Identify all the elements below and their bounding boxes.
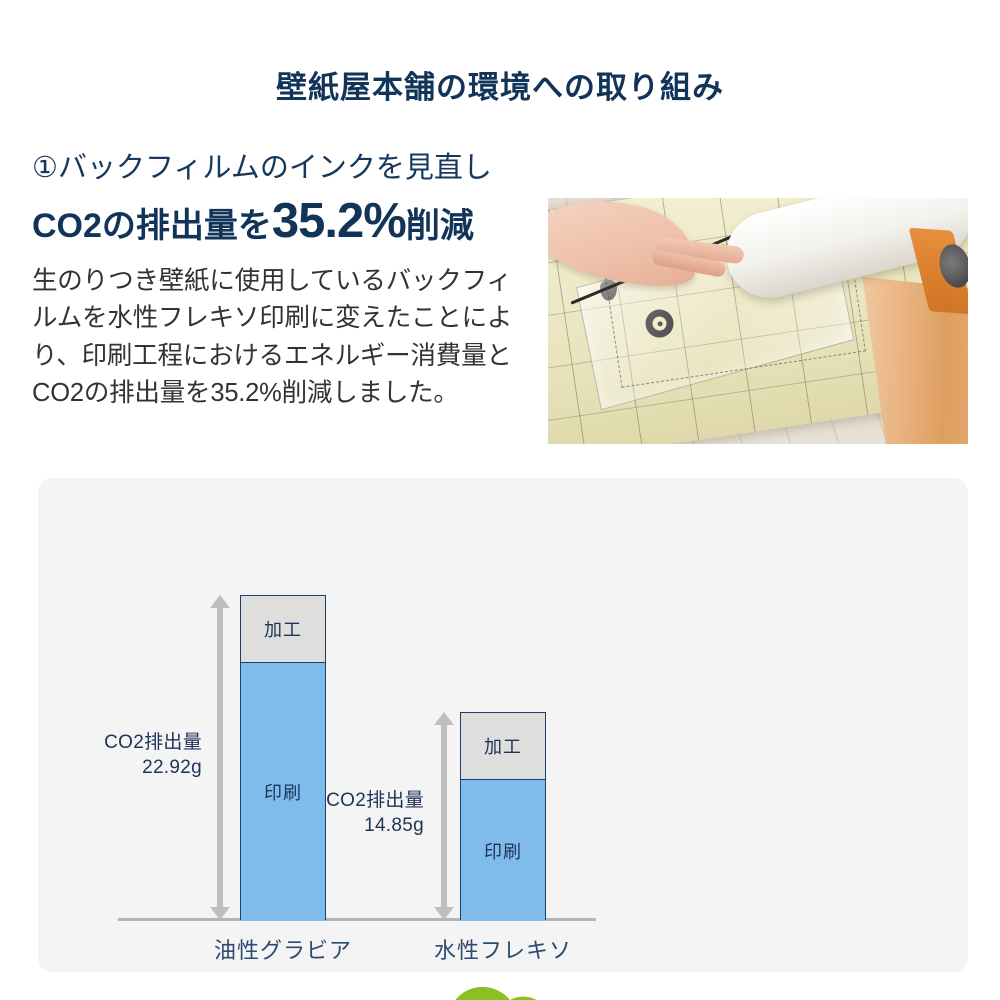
- bar-1-dimension-arrow: [210, 595, 230, 920]
- bar-2-value-label: CO2排出量 14.85g: [296, 788, 424, 838]
- intro-headline-suffix: 削減: [405, 207, 474, 246]
- page-title: 壁紙屋本舗の環境への取り組み: [276, 70, 724, 105]
- intro-headline: CO2の排出量を35.2%削減: [32, 194, 532, 249]
- bar-2-value-label-line1: CO2排出量: [326, 790, 424, 811]
- arrow-shaft: [217, 604, 223, 911]
- bar-segment-processing: 加工: [461, 713, 545, 779]
- chart-baseline-axis: [118, 918, 596, 921]
- wallpaper-back-film-photo: [548, 198, 968, 444]
- co2-bar-chart: 加工 印刷 CO2排出量 22.92g 油性グラビア 加工 印刷: [38, 478, 628, 972]
- bar-1-value-label-line2: 22.92g: [142, 757, 202, 779]
- arrow-head-down-icon: [210, 907, 230, 920]
- bar-segment-printing: 印刷: [241, 662, 325, 921]
- bar-2-category-label: 水性フレキソ: [433, 938, 572, 963]
- bar-1-value-label-line1: CO2排出量: [104, 732, 202, 753]
- flexo-info-block: Fl exo R このフィルムは 水性フレキソ印刷 でプリントされています。 ※…: [638, 990, 978, 1000]
- flexo-logo: Fl exo R: [638, 990, 978, 1000]
- arrow-head-up-icon: [210, 595, 230, 608]
- intro-headline-percent: 35.2%: [271, 194, 407, 249]
- bar-oil-gravure: 加工 印刷: [240, 595, 326, 921]
- bar-segment-printing: 印刷: [461, 779, 545, 921]
- bar-water-flexo: 加工 印刷: [460, 712, 546, 921]
- co2-cloud-icon: CO2: [455, 986, 537, 1000]
- bar-2-dimension-arrow: [434, 712, 454, 920]
- co2-reduction-badge: CO2 35.2%削減: [416, 978, 594, 1000]
- bar-1-category-label: 油性グラビア: [213, 938, 352, 963]
- bar-segment-processing: 加工: [241, 596, 325, 662]
- intro-block: ①バックフィルムのインクを見直し CO2の排出量を35.2%削減 生のりつき壁紙…: [32, 152, 532, 412]
- bar-2-value-label-line2: 14.85g: [364, 815, 424, 837]
- intro-lead-text: ①バックフィルムのインクを見直し: [32, 152, 492, 184]
- arrow-head-up-icon: [434, 712, 454, 725]
- infographic-panel: 加工 印刷 CO2排出量 22.92g 油性グラビア 加工 印刷: [38, 478, 968, 1000]
- flexo-droplet-logo-icon: Fl exo R: [638, 990, 978, 1000]
- arrow-head-down-icon: [434, 907, 454, 920]
- intro-headline-prefix: CO2の排出量を: [32, 207, 272, 246]
- arrow-shaft: [441, 721, 447, 911]
- photo-logo-mark-icon: [642, 306, 678, 341]
- intro-body-text: 生のりつき壁紙に使用しているバックフィルムを水性フレキソ印刷に変えたことにより、…: [32, 267, 513, 407]
- bar-1-value-label: CO2排出量 22.92g: [74, 730, 202, 780]
